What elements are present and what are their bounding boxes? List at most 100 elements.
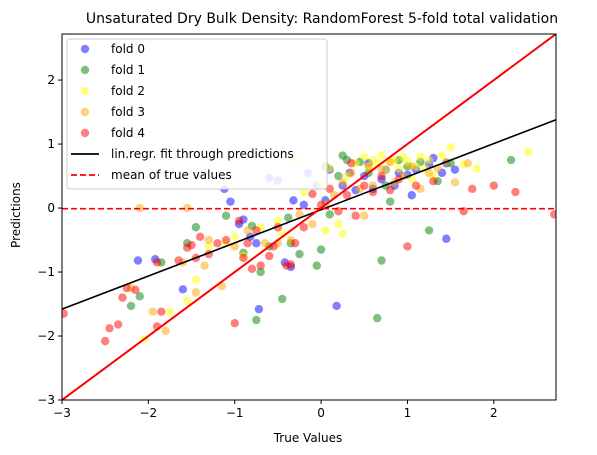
x-tick-label: −2 bbox=[140, 406, 158, 420]
y-tick-label: 0 bbox=[47, 201, 55, 215]
data-point bbox=[377, 256, 385, 264]
legend-marker-fold-0 bbox=[81, 45, 89, 53]
y-tick-label: −1 bbox=[37, 265, 55, 279]
data-point bbox=[192, 223, 200, 231]
data-point bbox=[308, 220, 316, 228]
data-point bbox=[360, 153, 368, 161]
data-point bbox=[222, 236, 230, 244]
data-point bbox=[425, 156, 433, 164]
data-point bbox=[377, 172, 385, 180]
data-point bbox=[408, 162, 416, 170]
data-point bbox=[317, 245, 325, 253]
y-tick-label: 1 bbox=[47, 137, 55, 151]
data-point bbox=[490, 181, 498, 189]
data-point bbox=[114, 320, 122, 328]
data-point bbox=[187, 241, 195, 249]
data-point bbox=[334, 220, 342, 228]
x-tick-label: −3 bbox=[53, 406, 71, 420]
data-point bbox=[231, 319, 239, 327]
data-point bbox=[183, 297, 191, 305]
data-point bbox=[248, 265, 256, 273]
legend-marker-fold-1 bbox=[81, 66, 89, 74]
data-point bbox=[153, 258, 161, 266]
x-tick-label: 0 bbox=[317, 406, 325, 420]
data-point bbox=[321, 226, 329, 234]
data-point bbox=[313, 261, 321, 269]
data-point bbox=[373, 314, 381, 322]
data-point bbox=[395, 164, 403, 172]
data-point bbox=[524, 148, 532, 156]
data-point bbox=[252, 239, 260, 247]
data-point bbox=[148, 307, 156, 315]
data-point bbox=[222, 212, 230, 220]
data-point bbox=[429, 177, 437, 185]
data-point bbox=[308, 190, 316, 198]
data-point bbox=[192, 288, 200, 296]
data-point bbox=[377, 151, 385, 159]
data-point bbox=[131, 286, 139, 294]
data-point bbox=[252, 316, 260, 324]
data-point bbox=[134, 256, 142, 264]
data-point bbox=[205, 236, 213, 244]
y-tick-label: −3 bbox=[37, 393, 55, 407]
data-point bbox=[179, 285, 187, 293]
y-tick-label: −2 bbox=[37, 329, 55, 343]
legend-label-fold-0: fold 0 bbox=[111, 42, 145, 56]
data-point bbox=[403, 242, 411, 250]
y-axis-label: Predictions bbox=[9, 182, 23, 248]
data-point bbox=[326, 210, 334, 218]
legend-label-fold-2: fold 2 bbox=[111, 84, 145, 98]
legend-marker-fold-4 bbox=[81, 129, 89, 137]
data-point bbox=[255, 305, 263, 313]
legend-marker-fold-2 bbox=[81, 87, 89, 95]
data-point bbox=[300, 223, 308, 231]
data-point bbox=[105, 324, 113, 332]
data-point bbox=[468, 185, 476, 193]
data-point bbox=[289, 196, 297, 204]
data-point bbox=[295, 250, 303, 258]
data-point bbox=[507, 156, 515, 164]
data-point bbox=[200, 261, 208, 269]
legend-label-line-1: mean of true values bbox=[111, 168, 232, 182]
data-point bbox=[243, 239, 251, 247]
data-point bbox=[386, 186, 394, 194]
data-point bbox=[347, 169, 355, 177]
legend-label-fold-4: fold 4 bbox=[111, 126, 145, 140]
legend-label-fold-3: fold 3 bbox=[111, 105, 145, 119]
data-point bbox=[265, 252, 273, 260]
data-point bbox=[256, 261, 264, 269]
data-point bbox=[360, 181, 368, 189]
data-point bbox=[213, 239, 221, 247]
data-point bbox=[157, 307, 165, 315]
data-point bbox=[243, 226, 251, 234]
data-point bbox=[442, 235, 450, 243]
data-point bbox=[464, 159, 472, 167]
data-point bbox=[412, 181, 420, 189]
data-point bbox=[511, 188, 519, 196]
legend-box bbox=[67, 39, 327, 189]
legend-label-fold-1: fold 1 bbox=[111, 63, 145, 77]
data-point bbox=[161, 327, 169, 335]
data-point bbox=[416, 153, 424, 161]
chart-title: Unsaturated Dry Bulk Density: RandomFore… bbox=[86, 11, 558, 27]
data-point bbox=[332, 302, 340, 310]
data-point bbox=[351, 212, 359, 220]
data-point bbox=[408, 191, 416, 199]
data-point bbox=[425, 226, 433, 234]
data-point bbox=[347, 159, 355, 167]
data-point bbox=[231, 233, 239, 241]
data-point bbox=[338, 178, 346, 186]
data-point bbox=[291, 239, 299, 247]
data-point bbox=[118, 293, 126, 301]
data-point bbox=[166, 307, 174, 315]
x-tick-label: 2 bbox=[490, 406, 498, 420]
legend: fold 0 fold 1 fold 2 fold 3 fold 4 lin.regr. … bbox=[67, 39, 327, 189]
data-point bbox=[360, 212, 368, 220]
x-tick-label: 1 bbox=[404, 406, 412, 420]
data-point bbox=[386, 197, 394, 205]
data-point bbox=[127, 302, 135, 310]
data-point bbox=[101, 337, 109, 345]
legend-marker-fold-3 bbox=[81, 108, 89, 116]
y-tick-label: 2 bbox=[47, 73, 55, 87]
data-point bbox=[278, 295, 286, 303]
